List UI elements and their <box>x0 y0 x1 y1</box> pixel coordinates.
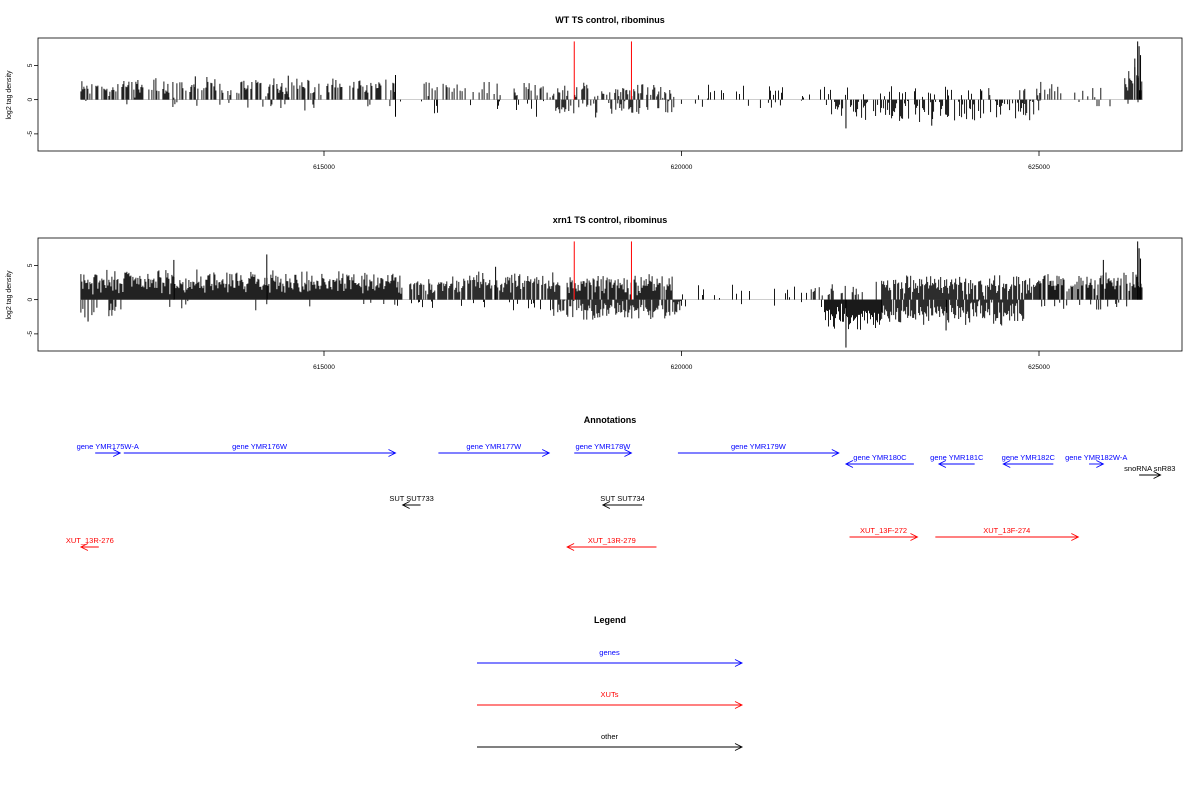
annotation-feature: XUT_13R-276 <box>66 536 114 551</box>
y-tick-label: -5 <box>27 331 34 337</box>
legend-arrowhead <box>734 743 744 751</box>
legend-items: genes XUTs other <box>477 648 744 751</box>
annotations-panel: Annotations gene YMR175W-A gene YMR176W ge… <box>66 415 1175 551</box>
y-tick-label: 5 <box>27 263 34 267</box>
series-minus-strand <box>85 99 1139 129</box>
feature-arrowhead <box>601 501 611 509</box>
legend-title: Legend <box>594 615 626 625</box>
x-tick-label: 615000 <box>313 164 335 171</box>
y-tick-label: 0 <box>27 297 34 301</box>
legend-arrowhead <box>734 659 744 667</box>
legend-arrowhead <box>734 701 744 709</box>
feature-label: gene YMR180C <box>853 453 907 462</box>
wt-plot-area <box>80 41 1143 129</box>
wt-y-axis-label: log2 tag density <box>6 70 13 120</box>
feature-arrowhead <box>79 543 89 551</box>
legend-item-other: other <box>477 732 744 751</box>
x-tick-label: 615000 <box>313 364 335 371</box>
legend-item-genes: genes <box>477 648 744 667</box>
annotation-feature: gene YMR179W <box>677 442 840 457</box>
wt-x-axis: 615000 620000 625000 <box>313 151 1050 171</box>
feature-arrowhead <box>1153 471 1162 479</box>
xrn1-plot-frame <box>37 237 1183 352</box>
annotation-feature: snoRNA snR83 <box>1124 464 1175 479</box>
feature-arrowhead <box>844 460 854 468</box>
wt-y-axis: -5 0 5 <box>27 63 38 137</box>
feature-label: snoRNA snR83 <box>1124 464 1175 473</box>
legend-label: genes <box>599 648 620 657</box>
y-tick-label: 5 <box>27 63 34 67</box>
feature-arrowhead <box>1002 460 1011 468</box>
feature-label: gene YMR179W <box>731 442 787 451</box>
legend-label: other <box>601 732 619 741</box>
annotations-title: Annotations <box>584 415 637 425</box>
x-tick-label: 625000 <box>1028 164 1050 171</box>
wt-track-panel: WT TS control, ribominus log2 tag densit… <box>6 15 1183 171</box>
xrn1-plot-area <box>80 241 1143 348</box>
feature-arrowhead <box>624 449 633 457</box>
annotation-feature: gene YMR182W-A <box>1065 453 1127 468</box>
legend-item-XUTs: XUTs <box>477 690 744 709</box>
wt-track-title: WT TS control, ribominus <box>555 15 665 25</box>
feature-label: gene YMR176W <box>232 442 288 451</box>
xrn1-track-panel: xrn1 TS control, ribominus log2 tag dens… <box>6 215 1183 371</box>
annotation-feature: SUT SUT734 <box>600 494 645 509</box>
legend-label: XUTs <box>601 690 619 699</box>
feature-label: gene YMR182W-A <box>1065 453 1127 462</box>
feature-arrowhead <box>388 449 397 457</box>
annotation-feature: gene YMR182C <box>1002 453 1056 468</box>
annotation-feature: gene YMR177W <box>438 442 551 457</box>
y-tick-label: 0 <box>27 97 34 101</box>
x-tick-label: 620000 <box>671 164 693 171</box>
legend-panel: Legend genes XUTs other <box>477 615 744 751</box>
feature-arrowhead <box>831 449 840 457</box>
feature-arrowhead <box>401 501 410 509</box>
y-tick-label: -5 <box>27 131 34 137</box>
feature-arrowhead <box>566 543 575 551</box>
feature-arrowhead <box>542 449 551 457</box>
xrn1-track-title: xrn1 TS control, ribominus <box>553 215 668 225</box>
feature-label: gene YMR177W <box>466 442 522 451</box>
feature-label: gene YMR181C <box>930 453 984 462</box>
annotation-feature: gene YMR175W-A <box>77 442 139 457</box>
annotation-feature: XUT_13F-272 <box>849 526 919 541</box>
feature-arrowhead <box>1096 460 1105 468</box>
x-tick-label: 620000 <box>671 364 693 371</box>
wt-plot-frame <box>37 37 1183 152</box>
annotation-feature: SUT SUT733 <box>389 494 434 509</box>
feature-label: gene YMR182C <box>1002 453 1056 462</box>
feature-arrowhead <box>1071 533 1080 541</box>
feature-label: XUT_13F-274 <box>983 526 1030 535</box>
feature-arrowhead <box>937 460 947 468</box>
annotation-features: gene YMR175W-A gene YMR176W gene YMR177W ge… <box>66 442 1175 551</box>
annotation-feature: XUT_13F-274 <box>935 526 1080 541</box>
feature-label: gene YMR178W <box>575 442 631 451</box>
feature-label: SUT SUT733 <box>389 494 433 503</box>
feature-arrowhead <box>910 533 919 541</box>
annotation-feature: gene YMR178W <box>574 442 633 457</box>
feature-label: XUT_13R-276 <box>66 536 114 545</box>
x-tick-label: 625000 <box>1028 364 1050 371</box>
series-minus-strand <box>80 299 1128 348</box>
annotation-feature: gene YMR176W <box>123 442 397 457</box>
xrn1-y-axis: -5 0 5 <box>27 263 38 337</box>
xrn1-x-axis: 615000 620000 625000 <box>313 351 1050 371</box>
series-plus-strand <box>80 41 1143 100</box>
series-plus-strand <box>80 241 1143 300</box>
annotation-feature: XUT_13R-279 <box>566 536 657 551</box>
feature-label: XUT_13R-279 <box>588 536 636 545</box>
feature-label: XUT_13F-272 <box>860 526 907 535</box>
annotation-feature: gene YMR181C <box>930 453 984 468</box>
feature-label: SUT SUT734 <box>600 494 644 503</box>
xrn1-y-axis-label: log2 tag density <box>6 270 13 320</box>
feature-arrowhead <box>113 449 122 457</box>
feature-label: gene YMR175W-A <box>77 442 139 451</box>
annotation-feature: gene YMR180C <box>844 453 914 468</box>
